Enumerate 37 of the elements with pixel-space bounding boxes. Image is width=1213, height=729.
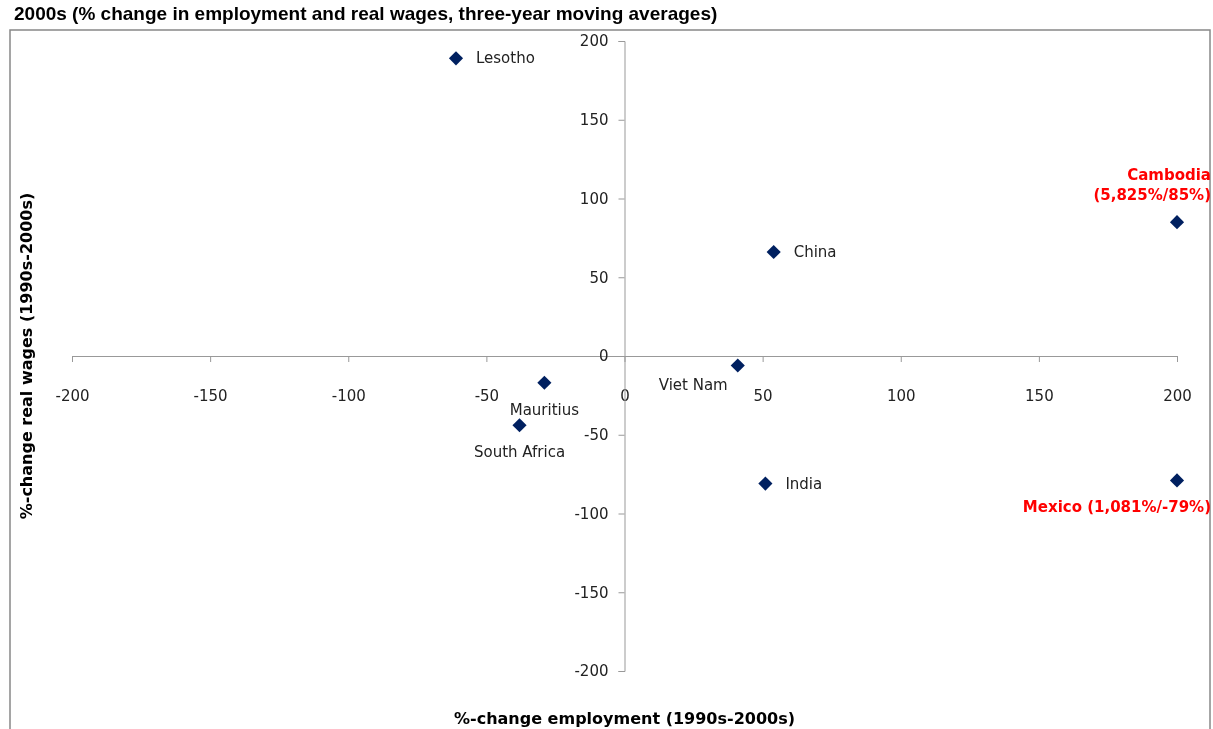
y-tick-label: 0 (598, 347, 609, 366)
point (1169, 215, 1185, 230)
y-tick-label: 200 (579, 32, 609, 51)
y-tick-label: 150 (579, 111, 609, 130)
x-tick-label: 50 (753, 386, 773, 405)
y-tick-label: -200 (574, 662, 609, 681)
annotation: Mexico (1,081%/-79%) (1022, 498, 1211, 517)
point (537, 375, 552, 390)
y-tick-label: 100 (579, 189, 609, 208)
point (766, 244, 781, 260)
point (730, 358, 745, 373)
x-tick-label: 200 (1163, 386, 1192, 405)
x-tick-label: -200 (55, 386, 90, 405)
y-tick-label: -100 (574, 504, 609, 523)
y-tick-label: -150 (574, 583, 609, 602)
y-axis-title: %-change real wages (1990s-2000s) (17, 192, 36, 520)
annotation: China (793, 243, 837, 262)
point (1169, 473, 1185, 488)
x-tick-label: -150 (193, 386, 228, 405)
annotation: Mauritius (509, 400, 580, 419)
annotation: Lesotho (475, 49, 535, 68)
chart-title: 2000s (% change in employment and real wages, three-year moving averages) (14, 3, 718, 24)
x-tick-label: 0 (620, 386, 630, 405)
x-axis-title: %-change employment (1990s-2000s) (454, 709, 795, 728)
point (758, 476, 773, 491)
y-tick-label: 50 (589, 268, 609, 287)
point (512, 418, 527, 433)
annotation: India (785, 474, 823, 493)
y-tick-label: -50 (584, 426, 609, 445)
x-tick-label: -100 (331, 386, 366, 405)
annotation: Viet Nam (658, 376, 728, 395)
annotation: South Africa (473, 443, 566, 462)
x-tick-label: 100 (886, 386, 916, 405)
annotation: Cambodia (5,825%/85%) (1093, 166, 1211, 205)
point (448, 51, 464, 66)
x-tick-label: -50 (474, 386, 500, 405)
x-tick-label: 150 (1025, 386, 1054, 405)
